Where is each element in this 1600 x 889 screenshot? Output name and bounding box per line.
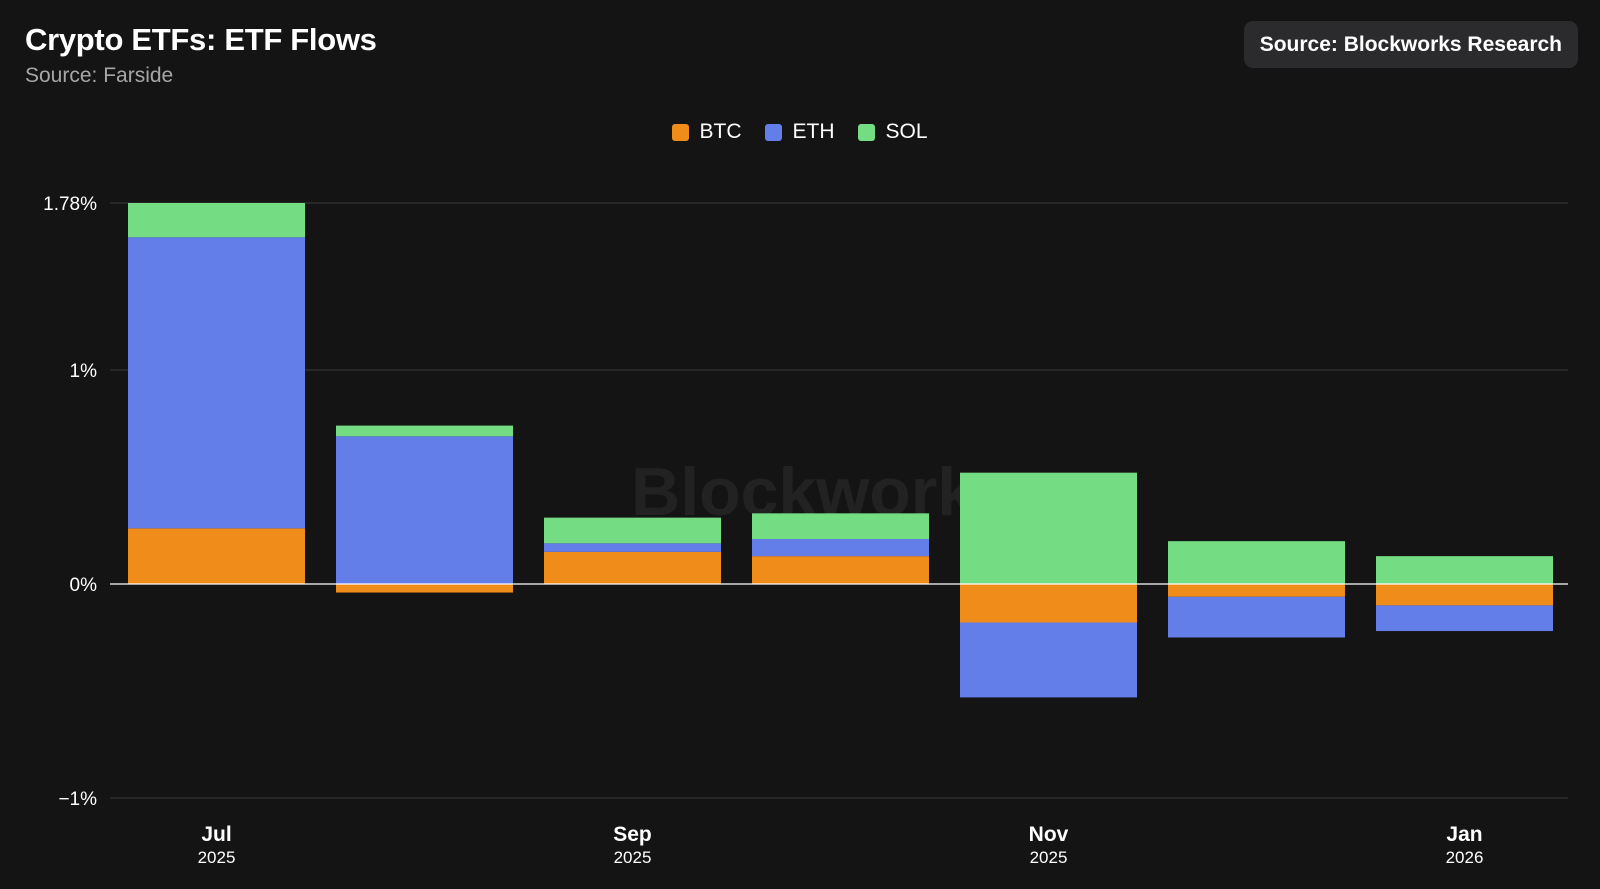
gridlines — [110, 202, 1568, 799]
x-tick-month-2: Sep — [613, 823, 652, 846]
bar-btc-2[interactable] — [544, 551, 721, 584]
bar-sol-3[interactable] — [752, 513, 929, 540]
legend-label-btc: BTC — [699, 120, 742, 143]
chart-title: Crypto ETFs: ETF Flows — [25, 22, 377, 57]
bar-eth-2[interactable] — [544, 543, 721, 552]
bar-btc-4[interactable] — [960, 583, 1137, 623]
legend-swatch-btc — [672, 123, 690, 141]
legend-item-sol[interactable]: SOL — [858, 120, 928, 144]
bar-sol-2[interactable] — [544, 517, 721, 544]
bar-btc-5[interactable] — [1168, 583, 1345, 597]
source-badge: Source: Blockworks Research — [1243, 21, 1578, 68]
bar-sol-0[interactable] — [128, 203, 305, 238]
y-tick-label-1: 1% — [70, 361, 98, 382]
y-tick-label-2: 0% — [70, 575, 98, 596]
legend: BTC ETH SOL — [0, 120, 1600, 144]
x-tick-year-2: 2025 — [614, 848, 652, 867]
bar-eth-4[interactable] — [960, 622, 1137, 698]
bar-sol-4[interactable] — [960, 472, 1137, 584]
y-tick-label-3: −1% — [58, 789, 97, 810]
x-axis-labels: Jul 2025 Sep 2025 Nov 2025 Jan 2026 — [198, 823, 1484, 867]
x-tick-year-0: 2025 — [198, 848, 236, 867]
bars — [128, 203, 1553, 698]
x-tick-month-0: Jul — [201, 823, 231, 846]
bar-eth-6[interactable] — [1376, 605, 1553, 632]
x-tick-month-6: Jan — [1446, 823, 1482, 846]
legend-item-btc[interactable]: BTC — [672, 120, 741, 144]
bar-sol-1[interactable] — [336, 425, 513, 437]
y-axis-labels: 1.78% 1% 0% −1% — [43, 194, 97, 810]
bar-btc-0[interactable] — [128, 528, 305, 584]
legend-label-eth: ETH — [792, 120, 835, 143]
bar-btc-1[interactable] — [336, 583, 513, 593]
bar-btc-6[interactable] — [1376, 583, 1553, 606]
bar-sol-6[interactable] — [1376, 556, 1553, 584]
chart-subtitle: Source: Farside — [25, 64, 174, 87]
y-tick-label-0: 1.78% — [43, 194, 97, 215]
bar-eth-0[interactable] — [128, 237, 305, 529]
bar-eth-3[interactable] — [752, 539, 929, 557]
legend-label-sol: SOL — [885, 120, 928, 143]
bar-sol-5[interactable] — [1168, 541, 1345, 584]
x-tick-year-6: 2026 — [1446, 848, 1484, 867]
x-tick-year-4: 2025 — [1030, 848, 1068, 867]
legend-swatch-eth — [765, 123, 783, 141]
bar-eth-1[interactable] — [336, 436, 513, 584]
x-tick-month-4: Nov — [1029, 823, 1069, 846]
legend-swatch-sol — [858, 123, 876, 141]
legend-item-eth[interactable]: ETH — [765, 120, 834, 144]
bar-eth-5[interactable] — [1168, 596, 1345, 638]
bar-btc-3[interactable] — [752, 556, 929, 584]
